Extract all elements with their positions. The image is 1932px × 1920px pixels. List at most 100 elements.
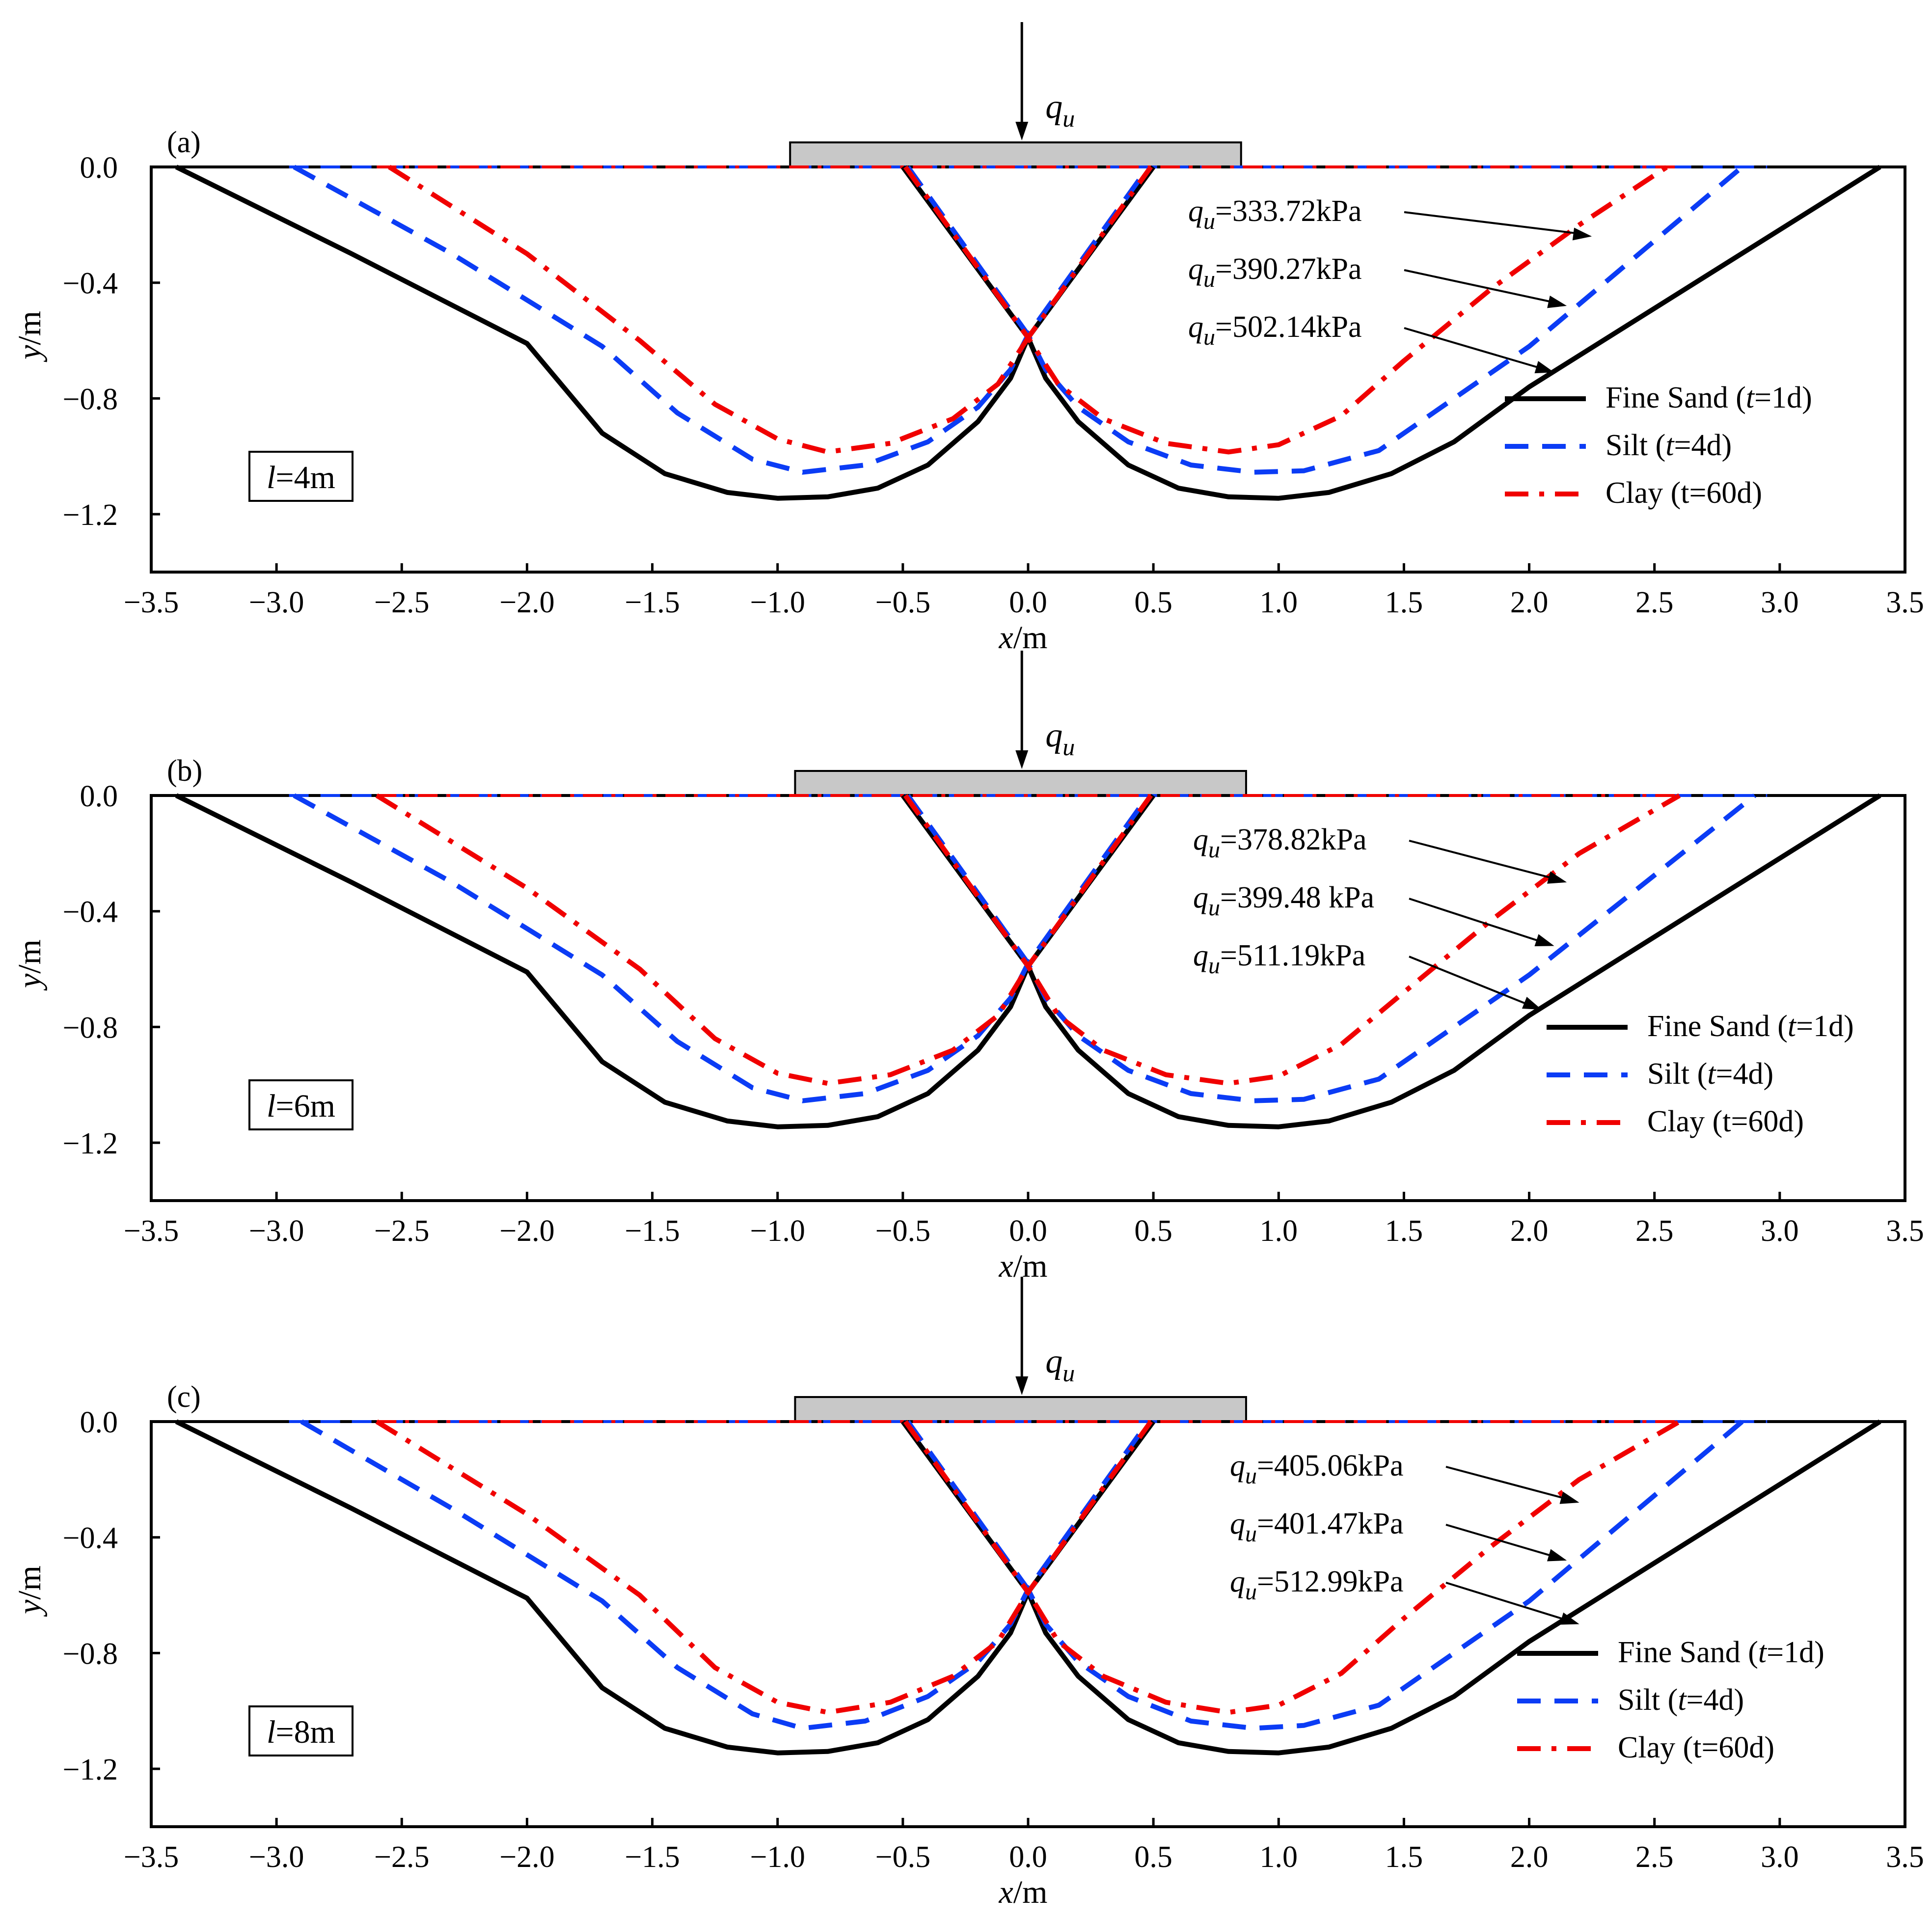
x-tick-label: −2.0 [499,1840,554,1874]
y-tick-label: −0.8 [63,1011,118,1044]
y-tick-label: −1.2 [63,1127,118,1160]
x-tick-label: 2.5 [1635,1214,1674,1248]
series-line-silt-wedge [906,794,1150,966]
legend-label: Clay (t=60d) [1647,1105,1804,1138]
pile-length-box [248,451,354,502]
legend-label: Silt (t=4d) [1647,1057,1773,1091]
pile-length-label: l=4m [267,460,335,495]
annotation-label: qu=512.99kPa [1230,1565,1403,1605]
series-line-sand-wedge [900,165,1156,340]
x-tick-label: −0.5 [875,1840,930,1874]
x-tick-label: −2.5 [374,586,429,619]
x-tick-label: 3.0 [1761,586,1799,619]
plot-frame [150,1420,1906,1828]
x-tick-label: −1.5 [625,1840,680,1874]
y-tick-label: −0.8 [63,1637,118,1671]
series-line-clay-wedge [903,794,1153,969]
annotation-arrow [1445,1524,1561,1560]
x-tick-label: −3.5 [124,1214,179,1248]
x-tick-label: 2.0 [1510,1214,1549,1248]
x-tick-label: 1.5 [1385,586,1423,619]
annotation-arrow-head [1572,227,1592,241]
x-tick-label: −2.5 [374,1214,429,1248]
x-tick-label: −1.5 [625,586,680,619]
series-line-clay [375,793,1681,1086]
annotation-arrow-head [1534,934,1554,947]
footing [794,770,1247,796]
x-tick-label: 0.0 [1009,586,1047,619]
annotation-arrow-head [1547,871,1567,884]
series-line-sand-wedge [900,1420,1156,1595]
legend-label: Fine Sand (t=1d) [1618,1636,1824,1669]
annotation-arrow [1445,1466,1574,1502]
x-tick-label: 3.5 [1886,1840,1924,1874]
x-tick-label: −3.0 [249,1214,304,1248]
x-tick-label: 2.5 [1635,1840,1674,1874]
y-tick-label: −0.8 [63,383,118,416]
legend-label: Silt (t=4d) [1605,429,1732,462]
annotation-label: qu=405.06kPa [1230,1449,1403,1489]
load-label: qu [1045,1343,1075,1387]
plot-frame [150,794,1906,1202]
pile-length-label: l=8m [267,1714,335,1750]
annotation-arrow [1445,1582,1574,1623]
annotation-arrow-head [1559,1491,1579,1504]
annotation-arrow [1409,840,1561,881]
x-tick-label: 1.0 [1260,586,1298,619]
series-line-silt-wedge [906,165,1150,337]
footing [794,1396,1247,1423]
x-axis-label: x/m [999,620,1048,656]
x-tick-label: −1.0 [750,1214,805,1248]
x-tick-label: 0.5 [1134,586,1172,619]
series-line-clay-wedge [903,165,1153,340]
annotation-label: qu=378.82kPa [1193,823,1366,863]
series-line-clay [375,1419,1681,1715]
annotation-arrow [1409,956,1536,1009]
panel-label: (a) [167,126,201,159]
x-tick-label: 3.5 [1886,1214,1924,1248]
y-tick-label: −1.2 [63,498,118,532]
plot-frame [150,165,1906,574]
panel-label: (b) [167,754,202,788]
y-tick-label: 0.0 [80,1406,118,1439]
x-tick-label: 0.0 [1009,1214,1047,1248]
x-tick-label: −1.5 [625,1214,680,1248]
annotation-arrow-head [1522,996,1542,1010]
x-tick-label: 0.5 [1134,1840,1172,1874]
annotation-label: qu=511.19kPa [1193,939,1365,979]
load-label: qu [1045,716,1075,761]
panel-label: (c) [167,1380,201,1414]
x-tick-label: 1.5 [1385,1840,1423,1874]
pile-length-label: l=6m [267,1088,335,1124]
x-tick-label: 1.0 [1260,1840,1298,1874]
panel-3: qu (c) −3.5 −3.0 −2.5 −2.0 −1.5 −1.0 −0.5 0.0 0.5 1… [12,1277,1924,1910]
annotation-arrow [1404,327,1549,372]
annotation-label: qu=401.47kPa [1230,1507,1403,1547]
series-line-silt-wedge [906,1420,1150,1592]
x-tick-label: 3.0 [1761,1840,1799,1874]
annotation-arrow [1404,211,1586,236]
x-tick-label: 2.5 [1635,586,1674,619]
load-label: qu [1045,88,1075,132]
series-line-silt [293,793,1756,1103]
legend-label: Fine Sand (t=1d) [1647,1010,1854,1043]
legend-label: Silt (t=4d) [1618,1683,1744,1717]
load-arrow-head [1015,1376,1029,1395]
annotation-arrow-head [1534,361,1554,374]
panel-1: qu (a) −3.5 −3.0 −2.5 −2.0 −1.5 −1.0 −0.5 0.0 0.5 1… [12,22,1924,656]
x-tick-label: 1.0 [1260,1214,1298,1248]
x-tick-label: 0.5 [1134,1214,1172,1248]
annotation-label: qu=399.48 kPa [1193,881,1374,921]
y-tick-label: −0.4 [63,1522,118,1555]
x-tick-label: −3.0 [249,1840,304,1874]
x-tick-label: −3.5 [124,1840,179,1874]
y-tick-label: −1.2 [63,1753,118,1786]
x-tick-label: −3.5 [124,586,179,619]
pile-length-box [248,1079,354,1130]
y-axis-label: y/m [12,1565,48,1617]
y-tick-label: 0.0 [80,780,118,813]
x-tick-label: −1.0 [750,1840,805,1874]
legend-label: Fine Sand (t=1d) [1605,381,1812,414]
y-axis-label: y/m [12,939,48,991]
